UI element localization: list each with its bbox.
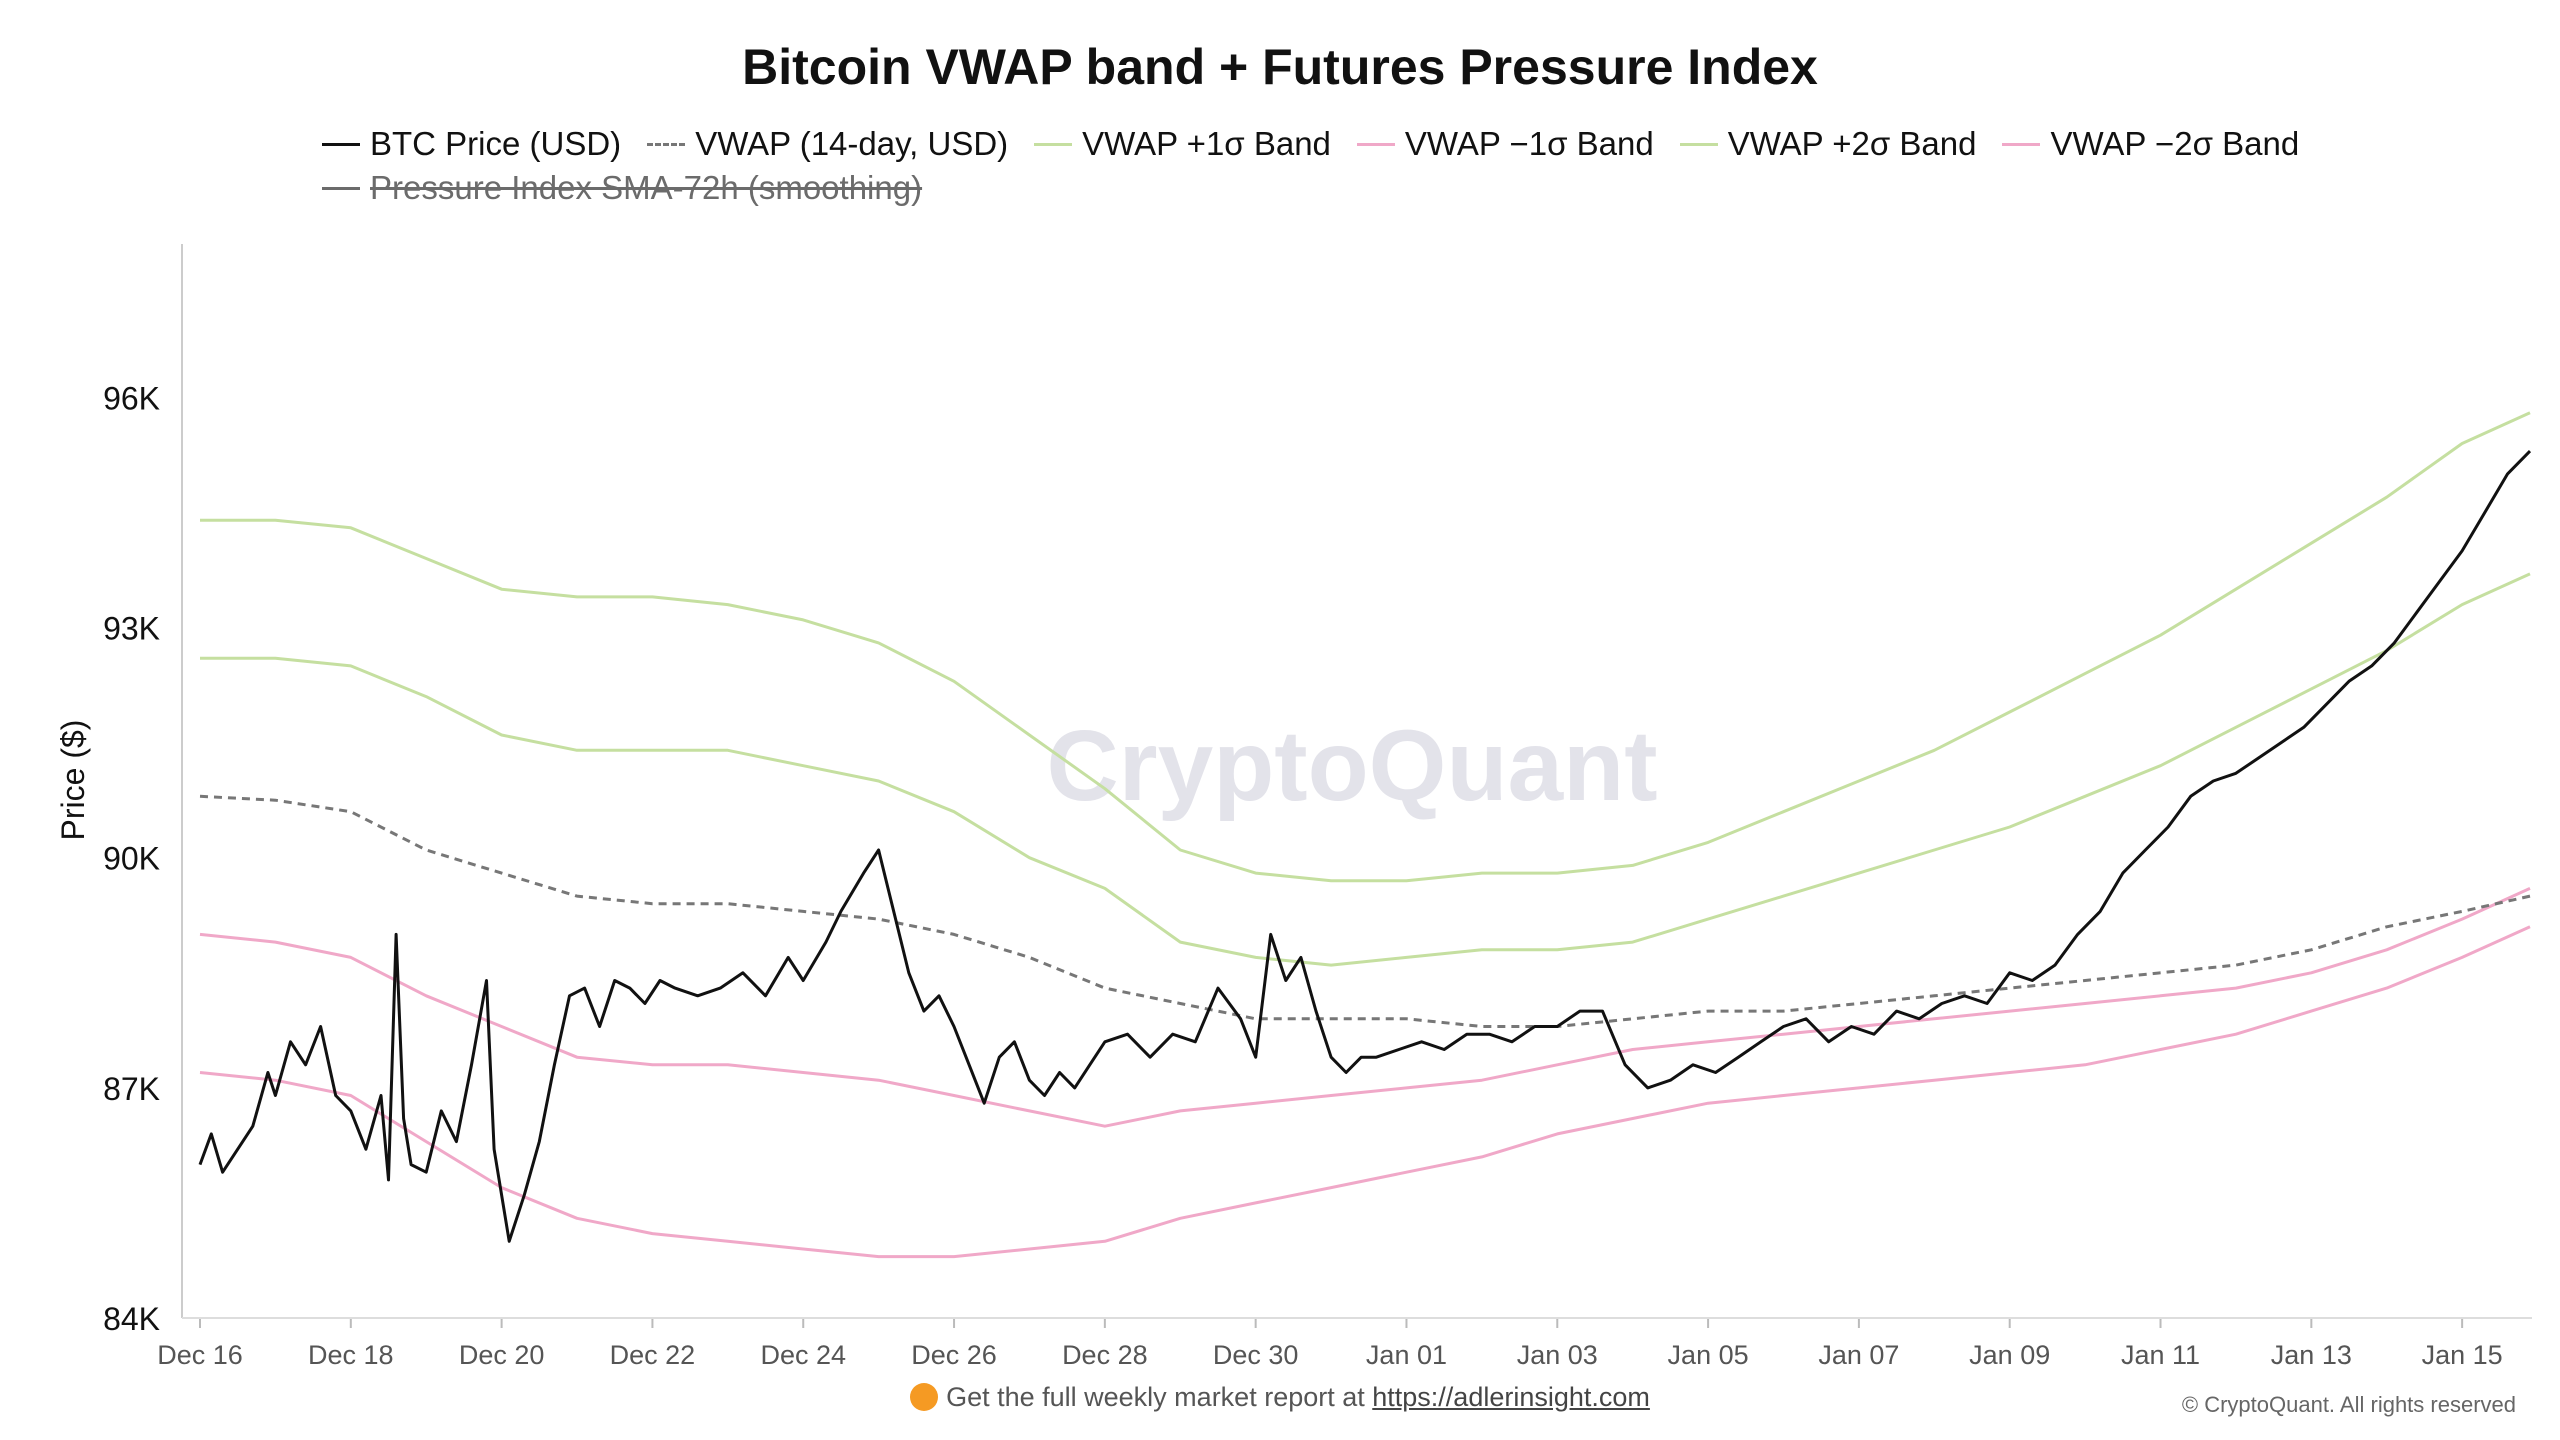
series-line-vwap-14-day-usd[interactable] [199, 794, 2531, 1028]
x-tick-label: Jan 05 [1668, 1340, 1749, 1370]
footer-text: Get the full weekly market report at [946, 1382, 1365, 1412]
series-line-vwap-2-band[interactable] [199, 925, 2531, 1259]
legend-swatch-vwap-plus-1sigma [1034, 142, 1073, 146]
legend-row-2: Pressure Index SMA-72h (smoothing) [322, 166, 2322, 210]
legend: BTC Price (USD) VWAP (14-day, USD) VWAP … [322, 122, 2322, 210]
y-tick-label: 84K [103, 1301, 160, 1337]
x-tick-label: Dec 16 [157, 1340, 243, 1370]
series-line-vwap-1-band[interactable] [200, 572, 2531, 967]
legend-item-pressure-index[interactable]: Pressure Index SMA-72h (smoothing) [322, 169, 922, 207]
legend-swatch-btc-price [322, 142, 360, 146]
copyright: © CryptoQuant. All rights reserved [2181, 1392, 2516, 1417]
y-tick-label: 96K [103, 380, 160, 416]
legend-label: VWAP −1σ Band [1404, 125, 1654, 162]
x-tick-label: Jan 01 [1366, 1340, 1447, 1370]
x-tick-label: Jan 15 [2422, 1340, 2503, 1370]
y-tick-label: 87K [103, 1071, 160, 1107]
x-tick-label: Dec 22 [610, 1340, 696, 1370]
y-tick-label: 93K [103, 611, 160, 647]
x-tick-label: Jan 09 [1969, 1340, 2050, 1370]
x-axis-ticks: Dec 16 Dec 18 Dec 20 Dec 22 Dec 24 Dec 26 Dec … [157, 1318, 2503, 1370]
orange-dot-icon [910, 1383, 939, 1411]
legend-label: VWAP +1σ Band [1082, 125, 1331, 162]
x-tick-label: Dec 30 [1213, 1340, 1299, 1370]
legend-item-btc-price[interactable]: BTC Price (USD) [322, 125, 621, 163]
x-tick-label: Jan 11 [2121, 1340, 2200, 1370]
y-axis-ticks: 84K 87K 90K 93K 96K [103, 380, 160, 1337]
x-tick-label: Dec 28 [1062, 1340, 1148, 1370]
series-layer [198, 411, 2532, 1259]
legend-swatch-vwap-plus-2sigma [1679, 142, 1718, 146]
chart-title: Bitcoin VWAP band + Futures Pressure Ind… [742, 39, 1818, 95]
legend-item-vwap-minus-1sigma[interactable]: VWAP −1σ Band [1356, 125, 1654, 163]
legend-item-vwap-plus-1sigma[interactable]: VWAP +1σ Band [1034, 125, 1331, 163]
legend-label: BTC Price (USD) [370, 125, 622, 162]
legend-swatch-pressure-index [322, 186, 360, 190]
legend-item-vwap-minus-2sigma[interactable]: VWAP −2σ Band [2002, 125, 2299, 163]
series-line-vwap-1-band[interactable] [199, 887, 2531, 1128]
legend-row-1: BTC Price (USD) VWAP (14-day, USD) VWAP … [322, 122, 2322, 166]
legend-swatch-vwap [647, 142, 686, 146]
x-tick-label: Jan 03 [1517, 1340, 1598, 1370]
footer-link[interactable]: https://adlerinsight.com [1372, 1382, 1650, 1412]
legend-item-vwap-plus-2sigma[interactable]: VWAP +2σ Band [1679, 125, 1977, 163]
x-tick-label: Dec 20 [459, 1340, 545, 1370]
footer: Get the full weekly market report at htt… [0, 1382, 2560, 1413]
legend-item-vwap[interactable]: VWAP (14-day, USD) [647, 125, 1008, 163]
legend-swatch-vwap-minus-2sigma [2002, 142, 2041, 146]
x-tick-label: Jan 07 [1818, 1340, 1899, 1370]
y-tick-label: 90K [103, 841, 160, 877]
x-tick-label: Dec 18 [308, 1340, 394, 1370]
x-tick-label: Dec 24 [760, 1340, 846, 1370]
x-tick-label: Jan 13 [2271, 1340, 2352, 1370]
legend-label: Pressure Index SMA-72h (smoothing) [370, 169, 923, 206]
legend-label: VWAP (14-day, USD) [695, 125, 1009, 162]
x-tick-label: Dec 26 [911, 1340, 997, 1370]
watermark: CryptoQuant [1046, 710, 1657, 822]
series-line-vwap-2-band[interactable] [200, 411, 2531, 883]
legend-label: VWAP +2σ Band [1727, 125, 1977, 162]
legend-swatch-vwap-minus-1sigma [1356, 142, 1395, 146]
y-axis-title: Price ($) [55, 720, 91, 841]
series-line-btc-price-usd[interactable] [198, 450, 2532, 1243]
legend-label: VWAP −2σ Band [2050, 125, 2300, 162]
